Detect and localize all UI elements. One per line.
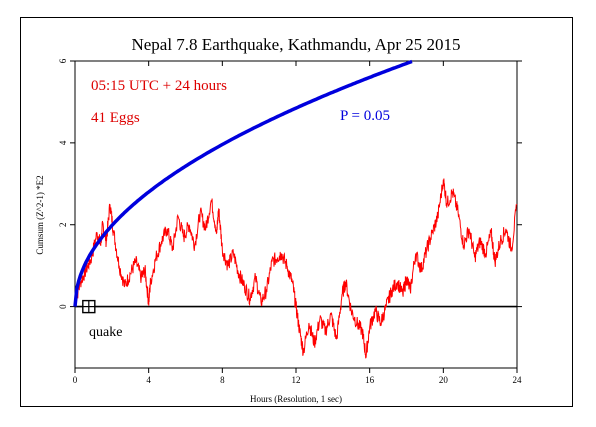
time-range-annotation: 05:15 UTC + 24 hours [91,78,227,94]
chart-title: Nepal 7.8 Earthquake, Kathmandu, Apr 25 … [131,35,460,54]
chart-frame [20,17,573,407]
eggs-count-annotation: 41 Eggs [91,110,140,126]
x-axis-label: Hours (Resolution, 1 sec) [250,394,342,404]
series-probability-envelope [73,59,413,307]
y-axis-label: Cumsum (Z^2-1) *E2 [35,175,45,254]
x-tick-label: 4 [146,375,151,385]
y-tick-label: 2 [58,222,68,227]
x-tick-label: 24 [513,375,523,385]
quake-label: quake [89,325,122,340]
x-tick-label: 12 [292,375,301,385]
quake-event-marker [82,299,96,314]
x-tick-label: 16 [365,375,375,385]
x-tick-label: 0 [73,375,78,385]
series-cumsum-line [74,178,518,359]
y-tick-label: 6 [58,58,68,63]
x-axis-ticks: 0 4 8 12 16 20 24 [73,61,522,385]
probability-annotation: P = 0.05 [340,108,390,124]
y-axis-ticks: 0 2 4 6 [58,58,522,309]
x-tick-label: 8 [220,375,225,385]
y-tick-label: 0 [58,304,68,309]
x-tick-label: 20 [439,375,449,385]
y-tick-label: 4 [58,140,68,145]
